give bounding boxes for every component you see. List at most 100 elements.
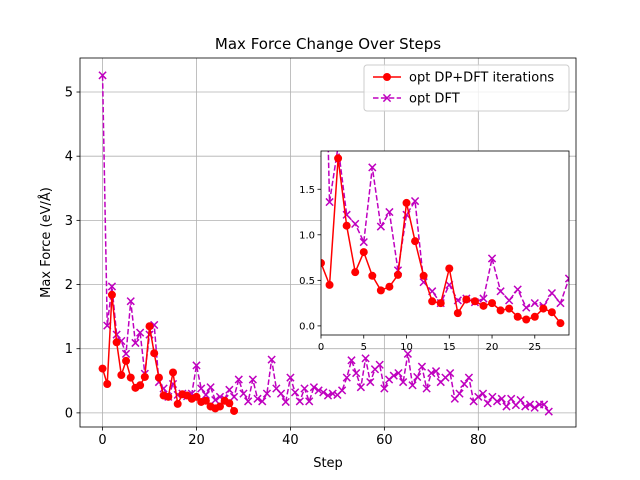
series-opt-dpdft-point-0 — [98, 364, 107, 373]
inset-y-tick-label-2: 1.0 — [299, 230, 315, 241]
series-opt-dft-point-28 — [229, 392, 239, 401]
series-opt-dft-point-32 — [248, 375, 257, 384]
series-opt-dft-point-94 — [539, 400, 549, 409]
series-opt-dpdft-point-3 — [112, 338, 121, 347]
series-opt-dft-point-82 — [483, 399, 492, 408]
inset-series-opt-dft-point-6 — [368, 163, 377, 172]
series-opt-dft-point-34 — [258, 397, 267, 406]
inset-series-opt-dpdft-point-1 — [325, 280, 334, 289]
inset-series-opt-dft-point-21 — [496, 287, 505, 296]
series-opt-dft-point-52 — [342, 373, 351, 382]
series-opt-dft-point-8 — [135, 328, 145, 337]
inset-series-opt-dpdft-point-9 — [393, 270, 402, 279]
inset-series-opt-dpdft-point-23 — [513, 312, 522, 321]
inset-series-opt-dpdft-point-20 — [488, 299, 497, 308]
inset-series-opt-dpdft-point-10 — [402, 198, 411, 207]
series-opt-dft-point-21 — [197, 384, 206, 393]
series-opt-dpdft-point-22 — [201, 396, 210, 405]
series-opt-dpdft-point-2 — [107, 290, 116, 299]
series-opt-dft-point-33 — [253, 394, 262, 403]
series-opt-dft-point-38 — [276, 389, 286, 398]
inset-series-opt-dpdft-point-27 — [547, 308, 556, 317]
legend-label-1: opt DFT — [409, 92, 460, 107]
series-opt-dft-point-84 — [492, 397, 502, 406]
series-opt-dft-point-20 — [192, 361, 201, 370]
inset-y-tick-label-1: 0.5 — [299, 276, 315, 287]
inset-y-tick-label-3: 1.5 — [299, 185, 315, 196]
series-opt-dft-point-45 — [309, 383, 319, 392]
inset-x-tick-label-5: 25 — [528, 342, 541, 353]
inset-series-opt-dpdft-point-8 — [385, 282, 394, 291]
inset-x-tick-label-1: 5 — [361, 342, 367, 353]
series-opt-dft-point-22 — [201, 390, 211, 400]
x-tick-label-2: 40 — [282, 433, 299, 448]
series-opt-dft-point-57 — [366, 377, 375, 387]
series-opt-dft-point-66 — [408, 381, 417, 390]
inset-series-opt-dft-point-5 — [359, 237, 368, 247]
series-opt-dft-point-70 — [427, 368, 436, 378]
series-opt-dft-point-35 — [262, 389, 272, 398]
series-opt-dft-point-91 — [525, 400, 535, 409]
series-opt-dft-point-7 — [131, 338, 140, 348]
series-opt-dpdft-point-8 — [136, 381, 145, 390]
series-opt-dft-point-59 — [375, 360, 384, 369]
series-opt-dft-point-24 — [211, 395, 220, 405]
inset-x-tick-label-4: 20 — [486, 342, 499, 353]
series-opt-dpdft-point-28 — [230, 406, 239, 415]
inset-series-opt-dpdft-point-15 — [445, 264, 454, 273]
y-tick-label-2: 2 — [65, 278, 73, 293]
series-opt-dft-point-64 — [399, 377, 408, 387]
legend-marker-0 — [383, 73, 391, 81]
series-opt-dft-point-48 — [323, 391, 333, 400]
series-opt-dpdft-point-1 — [103, 380, 112, 389]
series-opt-dpdft-point-14 — [164, 392, 173, 401]
inset-series-opt-dpdft-point-24 — [522, 315, 531, 324]
series-opt-dft-point-77 — [460, 379, 469, 389]
inset-series-opt-dft-point-29 — [564, 274, 569, 283]
series-opt-dft-point-63 — [394, 368, 403, 378]
series-opt-dft-point-56 — [361, 354, 370, 363]
legend-box — [363, 64, 570, 112]
inset-series-opt-dft-point-23 — [513, 285, 522, 294]
series-opt-dft-point-23 — [206, 383, 215, 392]
series-opt-dft-point-40 — [286, 373, 295, 382]
series-opt-dpdft-point-4 — [117, 371, 126, 380]
series-opt-dft-point-55 — [356, 383, 366, 392]
inset-series-opt-dft-point-1 — [325, 197, 334, 207]
series-opt-dft-point-5 — [121, 349, 131, 358]
series-opt-dft-point-89 — [516, 395, 525, 405]
inset-series-opt-dft-point-20 — [487, 254, 497, 263]
series-opt-dft-point-6 — [126, 297, 135, 306]
inset-series-opt-dpdft-point-7 — [376, 286, 385, 295]
series-opt-dpdft-point-27 — [225, 399, 234, 408]
y-tick-label-0: 0 — [65, 406, 73, 421]
series-opt-dft-point-30 — [239, 389, 248, 398]
inset-series-opt-dft-point-27 — [547, 288, 557, 298]
inset-series-opt-dpdft-point-4 — [351, 268, 360, 277]
x-tick-label-3: 60 — [376, 433, 393, 448]
series-opt-dft-point-86 — [502, 402, 511, 411]
legend-marker-1 — [382, 93, 392, 103]
y-tick-label-3: 3 — [65, 214, 73, 229]
series-opt-dft-point-0 — [98, 71, 107, 80]
legend-label-0: opt DP+DFT iterations — [409, 71, 554, 86]
inset-series-opt-dpdft-point-13 — [428, 297, 437, 306]
series-opt-dpdft-point-6 — [126, 373, 135, 382]
series-opt-dft-point-69 — [422, 384, 431, 393]
series-opt-dft-point-85 — [497, 394, 506, 403]
x-tick-label-4: 80 — [470, 433, 487, 448]
inset-series-opt-dpdft-point-2 — [334, 154, 343, 163]
inset-series-opt-dpdft-point-11 — [411, 237, 420, 246]
series-opt-dpdft-point-16 — [173, 399, 182, 408]
series-opt-dft-point-71 — [431, 367, 441, 376]
series-opt-dft-point-90 — [521, 402, 530, 411]
inset-series-opt-dft-point-7 — [376, 222, 385, 231]
series-opt-dpdft-point-15 — [169, 368, 177, 377]
series-opt-dft-point-39 — [281, 397, 290, 407]
series-opt-dft-point-43 — [300, 384, 309, 393]
inset-series-opt-dft-point-8 — [385, 207, 394, 217]
series-opt-dft-point-31 — [244, 397, 253, 406]
series-opt-dft-point-62 — [389, 371, 398, 380]
series-opt-dpdft-point-25 — [215, 402, 224, 411]
